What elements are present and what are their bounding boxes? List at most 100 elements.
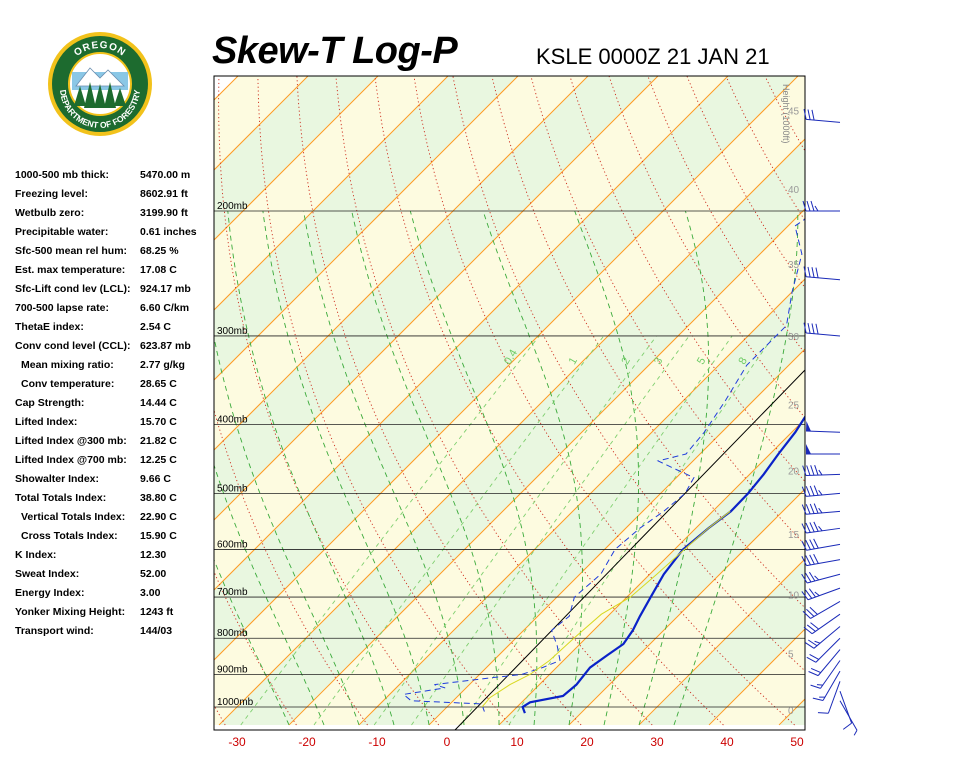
dry-adiabat — [860, 0, 960, 725]
wind-barb — [801, 538, 841, 551]
index-label: Freezing level: — [15, 188, 88, 200]
temperature-tick-label: 40 — [720, 735, 734, 749]
wind-barb-feather — [809, 485, 815, 496]
wind-barb-feather — [814, 465, 819, 476]
wind-barb-feather — [817, 712, 829, 714]
dry-adiabat — [374, 76, 724, 726]
wind-barb — [810, 660, 841, 689]
dry-adiabat — [296, 76, 582, 726]
wind-barb-feather — [804, 642, 815, 649]
wind-barb-feather — [807, 323, 811, 334]
isotherm — [778, 698, 805, 726]
index-label: Showalter Index: — [15, 473, 100, 485]
index-row: Transport wind: 144/03 — [15, 625, 215, 644]
index-row: Precipitable water: 0.61 inches — [15, 226, 215, 245]
index-value: 5470.00 m — [140, 169, 191, 181]
index-label: Mean mixing ratio: — [21, 359, 114, 371]
index-label: Conv temperature: — [21, 378, 115, 390]
parcel-trace — [481, 510, 731, 708]
wind-barb-feather — [805, 572, 812, 583]
wind-barb-staff — [822, 670, 841, 701]
index-value: 9.66 C — [140, 473, 171, 485]
wind-barb-staff — [807, 573, 841, 584]
temperature-band — [779, 699, 805, 725]
wind-barb — [806, 421, 841, 433]
wind-barb — [803, 266, 841, 281]
index-row: Cap Strength: 14.44 C — [15, 397, 215, 416]
index-row: Energy Index: 3.00 — [15, 587, 215, 606]
index-label: 1000-500 mb thick: — [15, 169, 109, 181]
wind-barb-staff — [806, 543, 841, 551]
wind-barb — [803, 613, 841, 635]
logo-mountain-icon — [75, 67, 125, 87]
index-row: Yonker Mixing Height: 1243 ft — [15, 606, 215, 625]
wind-barb-feather — [805, 540, 811, 550]
wind-barb-feather — [809, 554, 815, 565]
wind-barb-feather — [809, 654, 820, 660]
isotherm — [849, 0, 960, 725]
isotherm — [428, 348, 805, 726]
wind-barb-staff — [807, 587, 841, 601]
dry-adiabat — [764, 76, 805, 152]
index-row: Est. max temperature: 17.08 C — [15, 264, 215, 283]
mixing-ratio-label: 1 — [567, 355, 580, 366]
index-value: 3199.90 ft — [140, 207, 188, 219]
wind-barb-staff — [813, 626, 841, 649]
temperature-tick-label: 30 — [650, 735, 664, 749]
dry-adiabat — [686, 76, 805, 289]
index-value: 1243 ft — [140, 606, 174, 618]
mixing-ratio-line — [460, 335, 733, 726]
index-value: 17.08 C — [140, 264, 177, 276]
index-value: 8602.91 ft — [140, 188, 188, 200]
wind-barb-feather — [802, 200, 807, 212]
wind-barb — [812, 670, 841, 702]
moist-adiabat — [482, 210, 583, 726]
index-row: Sfc-500 mean rel hum: 68.25 % — [15, 245, 215, 264]
wind-barb-feather — [801, 591, 809, 601]
mixing-ratio-line — [373, 335, 657, 726]
temperature-tick-label: -30 — [228, 735, 246, 749]
index-label: Precipitable water: — [15, 226, 109, 238]
wind-barb-feather — [801, 523, 807, 534]
axis-labels: 0.4 1 2 3 5 81000mb900mb800mb700mb600mb500mb4… — [217, 84, 804, 749]
wind-barb-feather — [801, 504, 807, 515]
index-row: ThetaE index: 2.54 C — [15, 321, 215, 340]
height-tick-label: 10 — [788, 591, 800, 602]
oregon-forestry-logo: OREGON DEPARTMENT OF FORESTRY — [48, 32, 152, 136]
chart-title: Skew-T Log-P — [212, 30, 458, 72]
wind-barb-staff — [806, 430, 841, 433]
moist-adiabat — [574, 210, 640, 726]
wind-barb-feather — [815, 323, 819, 335]
temperature-band — [709, 629, 805, 725]
wind-barb-staff — [811, 613, 841, 635]
index-value: 52.00 — [140, 568, 167, 580]
stability-indices-panel: 1000-500 mb thick: 5470.00 m Freezing leve… — [15, 169, 215, 644]
reference-line — [454, 369, 805, 730]
index-value: 6.60 C/km — [140, 302, 190, 314]
height-axis-label: Height (1000ft) — [781, 84, 791, 144]
wind-barb-feather — [813, 553, 819, 564]
index-label: K Index: — [15, 549, 57, 561]
wind-barb — [802, 200, 840, 212]
wind-barb-feather — [806, 200, 811, 212]
wind-barb-feather — [806, 624, 816, 632]
dry-adiabat — [725, 76, 805, 222]
index-value: 21.82 C — [140, 435, 177, 447]
wind-barb — [839, 691, 853, 730]
index-row: Freezing level: 8602.91 ft — [15, 188, 215, 207]
mixing-ratio-label: 2 — [619, 355, 632, 366]
wind-barb-feather — [853, 729, 858, 736]
plot-frame — [213, 75, 806, 731]
wind-barb-feather — [813, 485, 819, 496]
wind-barb-feather — [805, 555, 811, 566]
temperature-tick-label: -10 — [368, 735, 386, 749]
index-row: Cross Totals Index: 15.90 C — [15, 530, 215, 549]
temperature-tick-label: 0 — [444, 735, 451, 749]
wind-barb-staff — [817, 649, 841, 676]
wind-barb — [801, 571, 841, 584]
index-row: Conv cond level (CCL): 623.87 mb — [15, 340, 215, 359]
temperature-band — [359, 279, 805, 725]
wind-barb — [802, 465, 841, 477]
wind-barb — [801, 587, 841, 601]
index-label: Cap Strength: — [15, 397, 85, 409]
